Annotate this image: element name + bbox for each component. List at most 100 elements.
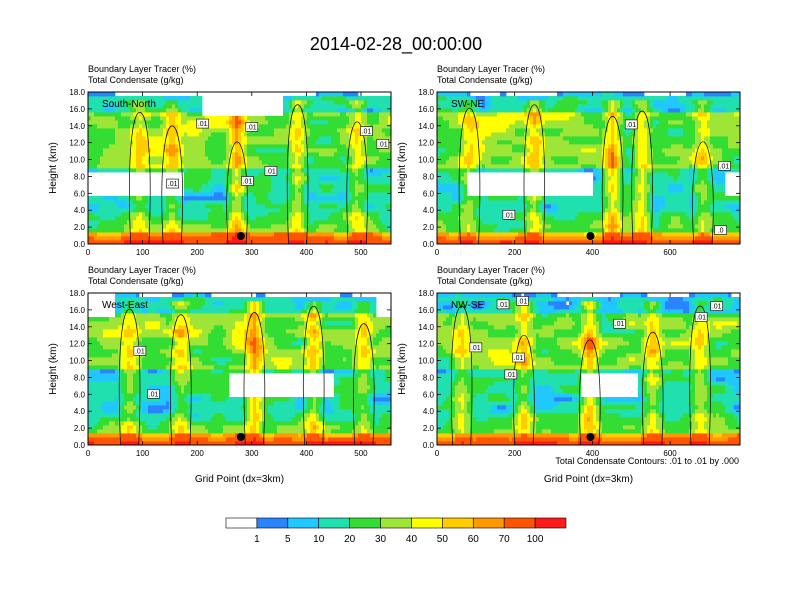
- heatmap-cell: [238, 192, 242, 197]
- heatmap-cell: [458, 112, 462, 117]
- heatmap-cell: [536, 204, 540, 209]
- heatmap-cell: [106, 232, 110, 237]
- heatmap-cell: [298, 128, 302, 133]
- heatmap-cell: [461, 92, 465, 97]
- heatmap-cell: [136, 112, 140, 117]
- heatmap-cell: [376, 156, 380, 161]
- heatmap-cell: [220, 128, 224, 133]
- contour-line: [346, 121, 368, 244]
- heatmap-cell: [551, 100, 555, 105]
- heatmap-cell: [178, 116, 182, 121]
- heatmap-cell: [536, 108, 540, 113]
- heatmap-cell: [536, 100, 540, 105]
- heatmap-cell: [518, 104, 522, 109]
- heatmap-cell: [367, 120, 371, 125]
- heatmap-cell: [250, 208, 254, 213]
- heatmap-cell: [121, 96, 125, 101]
- heatmap-cell: [298, 168, 302, 173]
- heatmap-cell: [115, 124, 119, 129]
- heatmap-cell: [283, 196, 287, 201]
- heatmap-cell: [115, 156, 119, 161]
- heatmap-cell: [295, 172, 299, 177]
- heatmap-cell: [268, 224, 272, 229]
- heatmap-cell: [566, 136, 570, 141]
- heatmap-cell: [175, 168, 179, 173]
- heatmap-cell: [184, 172, 188, 177]
- heatmap-cell: [304, 96, 308, 101]
- heatmap-cell: [458, 208, 462, 213]
- heatmap-cell: [452, 164, 456, 169]
- heatmap-cell: [103, 240, 107, 244]
- heatmap-cell: [346, 196, 350, 201]
- heatmap-cell: [202, 212, 206, 217]
- heatmap-cell: [370, 164, 374, 169]
- heatmap-cell: [322, 228, 326, 233]
- heatmap-cell: [325, 128, 329, 133]
- heatmap-cell: [443, 172, 447, 177]
- heatmap-cell: [331, 168, 335, 173]
- heatmap-cell: [461, 192, 465, 197]
- heatmap-cell: [331, 100, 335, 105]
- heatmap-cell: [295, 108, 299, 113]
- heatmap-cell: [277, 180, 281, 185]
- heatmap-cell: [503, 92, 507, 97]
- heatmap-cell: [355, 212, 359, 217]
- heatmap-cell: [190, 128, 194, 133]
- heatmap-cell: [253, 216, 257, 221]
- heatmap-cell: [187, 116, 191, 121]
- heatmap-cell: [346, 176, 350, 181]
- heatmap-cell: [103, 124, 107, 129]
- heatmap-cell: [352, 196, 356, 201]
- heatmap-cell: [497, 128, 501, 133]
- heatmap-cell: [373, 116, 377, 121]
- heatmap-cell: [334, 112, 338, 117]
- heatmap-cell: [476, 216, 480, 221]
- heatmap-cell: [256, 144, 260, 149]
- heatmap-cell: [536, 236, 540, 241]
- heatmap-cell: [256, 116, 260, 121]
- heatmap-cell: [211, 156, 215, 161]
- heatmap-cell: [196, 196, 200, 201]
- heatmap-cell: [479, 196, 483, 201]
- heatmap-cell: [461, 116, 465, 121]
- heatmap-cell: [265, 160, 269, 165]
- heatmap-cell: [485, 164, 489, 169]
- heatmap-cell: [548, 152, 552, 157]
- heatmap-cell: [370, 104, 374, 109]
- heatmap-cell: [268, 128, 272, 133]
- heatmap-cell: [94, 152, 98, 157]
- heatmap-cell: [277, 204, 281, 209]
- heatmap-cell: [334, 120, 338, 125]
- heatmap-cell: [193, 236, 197, 241]
- heatmap-cell: [109, 140, 113, 145]
- contour-label: .01: [360, 126, 373, 136]
- heatmap-cell: [145, 156, 149, 161]
- heatmap-cell: [509, 152, 513, 157]
- heatmap-cell: [322, 128, 326, 133]
- heatmap-cell: [145, 132, 149, 137]
- heatmap-cell: [274, 228, 278, 233]
- heatmap-cell: [133, 100, 137, 105]
- heatmap-cell: [355, 160, 359, 165]
- heatmap-cell: [304, 108, 308, 113]
- heatmap-cell: [437, 200, 441, 205]
- heatmap-cell: [241, 208, 245, 213]
- heatmap-cell: [536, 96, 540, 101]
- heatmap-cell: [337, 128, 341, 133]
- heatmap-cell: [238, 212, 242, 217]
- heatmap-cell: [259, 232, 263, 237]
- heatmap-cell: [265, 120, 269, 125]
- heatmap-cell: [518, 204, 522, 209]
- heatmap-cell: [503, 164, 507, 169]
- heatmap-cell: [241, 136, 245, 141]
- heatmap-cell: [328, 116, 332, 121]
- heatmap-cell: [340, 136, 344, 141]
- heatmap-cell: [283, 128, 287, 133]
- heatmap-cell: [136, 200, 140, 205]
- heatmap-cell: [524, 116, 528, 121]
- heatmap-cell: [485, 240, 489, 244]
- heatmap-cell: [274, 180, 278, 185]
- heatmap-cell: [256, 196, 260, 201]
- heatmap-cell: [488, 224, 492, 229]
- heatmap-cell: [566, 168, 570, 173]
